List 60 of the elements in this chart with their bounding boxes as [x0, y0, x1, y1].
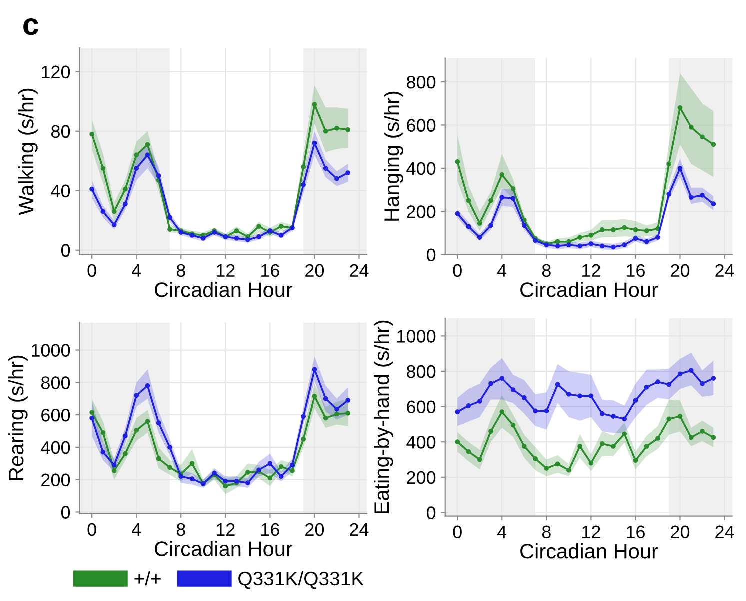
- x-tick-label: 20: [671, 526, 690, 539]
- x-tick-label: 20: [306, 523, 324, 536]
- y-tick-label: 80: [51, 125, 70, 138]
- y-axis-title: Rearing (s/hr): [8, 356, 28, 480]
- text: c: [24, 18, 38, 36]
- x-tick-label: 4: [498, 526, 507, 538]
- legend-label: +/+: [134, 571, 161, 586]
- x-tick-label: 0: [88, 264, 96, 278]
- x-tick-label: 12: [582, 526, 600, 538]
- x-tick-label: 4: [132, 524, 142, 536]
- y-tick-label: 600: [407, 119, 436, 132]
- x-tick-label: 24: [350, 523, 369, 536]
- x-axis-title: Circadian Hour: [520, 544, 658, 559]
- y-tick-label: 800: [406, 76, 436, 89]
- x-tick-label: 20: [306, 264, 324, 278]
- y-tick-label: 0: [427, 506, 436, 520]
- y-tick-label: 0: [61, 506, 70, 519]
- x-axis-title: Circadian Hour: [520, 282, 658, 298]
- y-tick-label: 120: [42, 66, 70, 79]
- x-tick-label: 0: [453, 526, 462, 539]
- x-tick-label: 8: [176, 523, 186, 536]
- x-tick-label: 12: [582, 264, 600, 277]
- y-tick-label: 0: [427, 248, 436, 262]
- y-tick-label: 400: [406, 436, 436, 449]
- x-tick-label: 16: [627, 264, 645, 278]
- y-tick-label: 200: [42, 474, 70, 487]
- y-tick-label: 400: [406, 162, 436, 176]
- x-axis-title: Circadian Hour: [155, 541, 293, 556]
- y-tick-label: 600: [42, 408, 70, 422]
- x-tick-label: 24: [716, 264, 734, 277]
- x-tick-label: 16: [262, 523, 280, 536]
- legend-label: Q331K/Q331K: [238, 571, 364, 590]
- y-tick-label: 1000: [32, 344, 70, 357]
- y-tick-label: 1000: [398, 330, 436, 343]
- x-tick-label: 8: [176, 264, 186, 278]
- y-tick-label: 800: [41, 376, 70, 390]
- x-tick-label: 8: [542, 264, 551, 278]
- x-tick-label: 0: [88, 523, 96, 536]
- y-tick-label: 0: [61, 244, 70, 258]
- y-axis-title: Walking (s/hr): [18, 88, 38, 216]
- x-tick-label: 24: [350, 264, 369, 277]
- x-axis-title: Circadian Hour: [155, 282, 293, 298]
- y-tick-label: 40: [51, 184, 70, 198]
- x-tick-label: 20: [671, 264, 690, 278]
- x-tick-label: 12: [216, 523, 235, 536]
- x-tick-label: 0: [453, 264, 462, 278]
- x-tick-label: 24: [716, 526, 734, 538]
- y-tick-label: 200: [407, 471, 436, 484]
- y-tick-label: 600: [407, 400, 436, 414]
- x-tick-label: 8: [542, 526, 551, 539]
- y-axis-title: Hanging (s/hr): [384, 92, 404, 221]
- y-tick-label: 800: [406, 365, 436, 378]
- x-tick-label: 16: [262, 264, 280, 278]
- x-tick-label: 12: [216, 264, 235, 277]
- x-tick-label: 4: [498, 264, 507, 277]
- x-tick-label: 4: [132, 264, 142, 277]
- x-tick-label: 16: [627, 526, 645, 539]
- y-axis-title: Eating-by-hand (s/hr): [374, 320, 394, 514]
- y-tick-label: 200: [407, 206, 436, 218]
- y-tick-label: 400: [41, 441, 70, 454]
